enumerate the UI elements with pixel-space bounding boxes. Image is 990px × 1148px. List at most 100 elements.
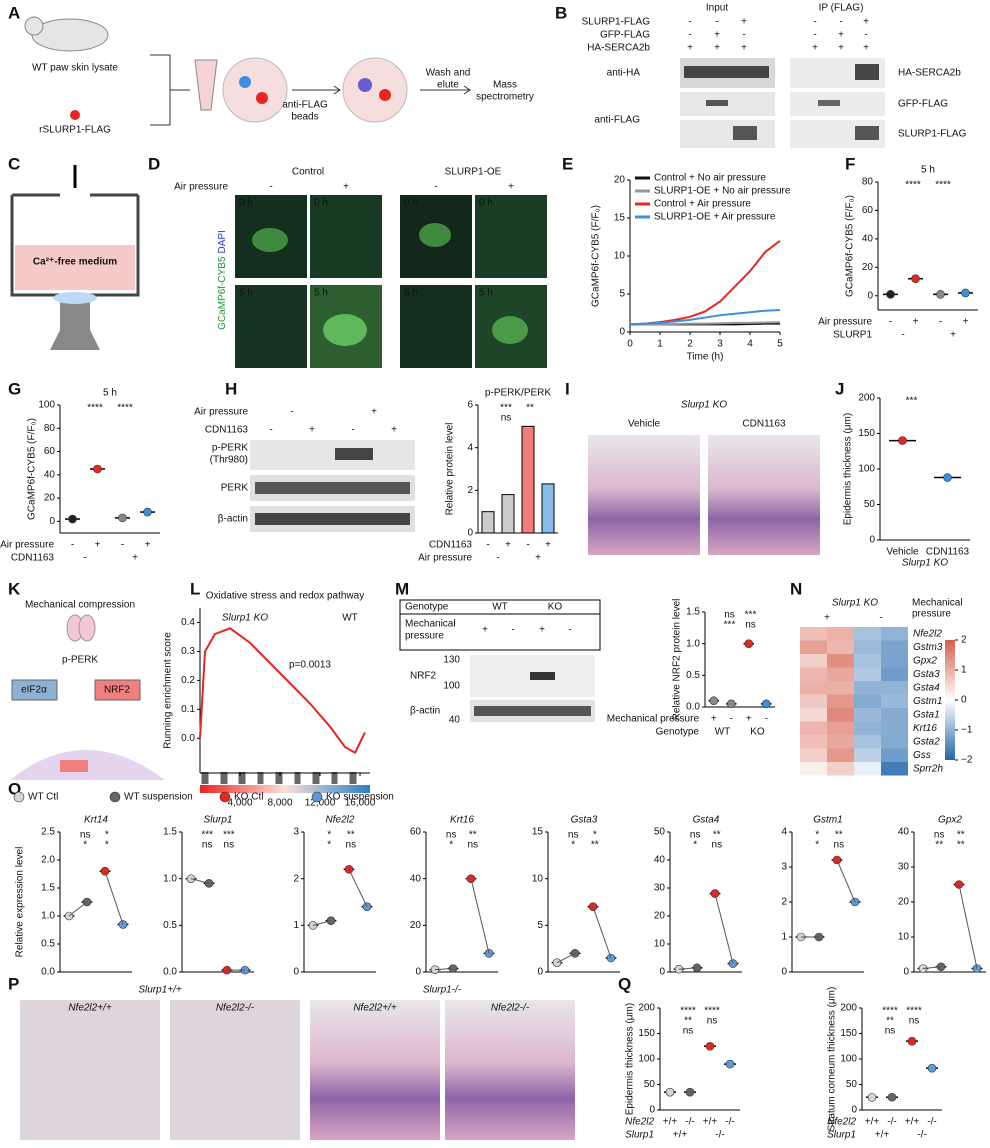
legend-swatch <box>219 791 231 803</box>
significance: **** <box>905 180 921 191</box>
group-label: Input <box>706 3 728 14</box>
heatmap-cell <box>881 762 908 776</box>
y-tick-label: 0 <box>869 535 875 546</box>
x-row-name: Nfe2l2 <box>827 1117 856 1128</box>
significance: ns <box>712 840 723 851</box>
blot-label: (Thr980) <box>210 455 248 466</box>
y-tick-label: 2 <box>781 897 787 908</box>
y-tick-label: 1 <box>781 932 787 943</box>
heatmap-cell <box>854 721 881 735</box>
y-tick-label: 4 <box>467 442 473 453</box>
panel-letter: K <box>8 579 21 598</box>
y-tick-label: 50 <box>654 827 666 838</box>
y-tick-label: 2.5 <box>41 827 55 838</box>
label: Mass <box>493 80 517 91</box>
x-row-name: Mechanical pressure <box>607 714 700 725</box>
sign: - <box>879 613 882 624</box>
dot <box>961 288 970 298</box>
heatmap-cell <box>881 654 908 668</box>
sign: + <box>741 43 747 54</box>
subgroup-label: Nfe2l2+/+ <box>353 1003 397 1014</box>
y-axis-label: GCaMP6f-CYB5 (F/F₀) <box>27 418 38 520</box>
significance: ns <box>202 840 213 851</box>
significance: ns <box>745 620 756 631</box>
pair-line <box>592 906 612 959</box>
x-tick-label: - <box>83 553 86 564</box>
heatmap-cell <box>881 627 908 641</box>
heatmap-cell <box>881 748 908 762</box>
significance: ** <box>526 403 534 414</box>
y-axis-label: GCaMP6f-CYB5 (F/F₀) <box>845 195 856 297</box>
pair-line <box>922 966 942 969</box>
sign: + <box>824 613 830 624</box>
significance: ns <box>224 840 235 851</box>
time: 5 h <box>239 288 253 299</box>
histology-image <box>170 1000 300 1140</box>
significance: ** <box>591 840 599 851</box>
line <box>629 308 781 326</box>
y-tick-label: 3 <box>781 862 787 873</box>
x-row-name: Air pressure <box>818 317 872 328</box>
significance: ** <box>957 830 965 841</box>
significance: ns <box>690 830 701 841</box>
legend-label: KO Ctl <box>234 792 263 803</box>
x-tick-label: - <box>901 330 904 341</box>
y-tick-label: 2 <box>467 485 473 496</box>
x-tick-label: 3 <box>717 339 723 350</box>
band: SLURP1-FLAG <box>898 129 967 140</box>
panel-a-art <box>24 16 471 126</box>
heatmap-cell <box>881 721 908 735</box>
label: eIF2α <box>21 685 47 696</box>
y-tick-label: 10 <box>532 873 544 884</box>
pair-line <box>434 968 454 971</box>
generated-content: A BC D E FG H I JK L M NOP QWT paw skin lysaterSLUR… <box>0 3 986 1141</box>
y-tick-label: 0.0 <box>686 702 700 713</box>
y-tick-label: 2 <box>293 873 299 884</box>
stain: GCaMP6f-CYB5 <box>217 256 228 330</box>
y-tick-label: 0.0 <box>41 967 55 978</box>
dot <box>143 507 152 517</box>
significance: ns <box>80 830 91 841</box>
dot <box>726 699 736 709</box>
y-tick-label: 0 <box>467 528 473 539</box>
significance: **** <box>704 1006 720 1017</box>
significance: *** <box>500 403 512 414</box>
dot <box>725 1059 735 1069</box>
y-tick-label: 15 <box>532 827 544 838</box>
time: 5 h <box>479 288 493 299</box>
x-tick-label: - <box>71 540 74 551</box>
y-tick-label: 0 <box>49 516 55 527</box>
heatmap-cell <box>827 640 854 654</box>
legend-swatch <box>13 791 25 803</box>
significance: ** <box>835 830 843 841</box>
significance: ** <box>684 1016 692 1027</box>
x-tick-label: + <box>545 540 551 551</box>
x-tick-label: +/+ <box>673 1130 688 1141</box>
label: Mechanical compression <box>25 600 135 611</box>
significance: ns <box>501 413 512 424</box>
y-axis-label: Relative protein level <box>445 423 456 516</box>
heatmap-cell <box>827 735 854 749</box>
blot-label: PERK <box>221 483 249 494</box>
sign: + <box>539 625 545 636</box>
y-tick-label: 10 <box>614 251 626 262</box>
treatment: CDN1163 <box>205 425 249 436</box>
blot-label: p-PERK <box>212 443 248 454</box>
x-tick-label: 1 <box>657 339 663 350</box>
dot <box>685 1087 695 1097</box>
sign: - <box>742 30 745 41</box>
protein: NRF2 <box>410 671 437 682</box>
gene-label: Gsta2 <box>913 737 940 748</box>
heatmap-cell <box>800 654 827 668</box>
y-tick-label: 0.2 <box>181 675 195 686</box>
y-tick-label: 30 <box>898 862 910 873</box>
colorbar-label: −1 <box>961 725 973 736</box>
x-tick-label: -/- <box>685 1117 694 1128</box>
y-tick-label: 3 <box>293 827 299 838</box>
colorbar-label: 1 <box>961 665 967 676</box>
time: 5 h <box>314 288 328 299</box>
heatmap-cell <box>881 681 908 695</box>
legend-label: Control + No air pressure <box>654 173 766 184</box>
significance: *** <box>201 830 213 841</box>
heatmap-cell <box>854 654 881 668</box>
